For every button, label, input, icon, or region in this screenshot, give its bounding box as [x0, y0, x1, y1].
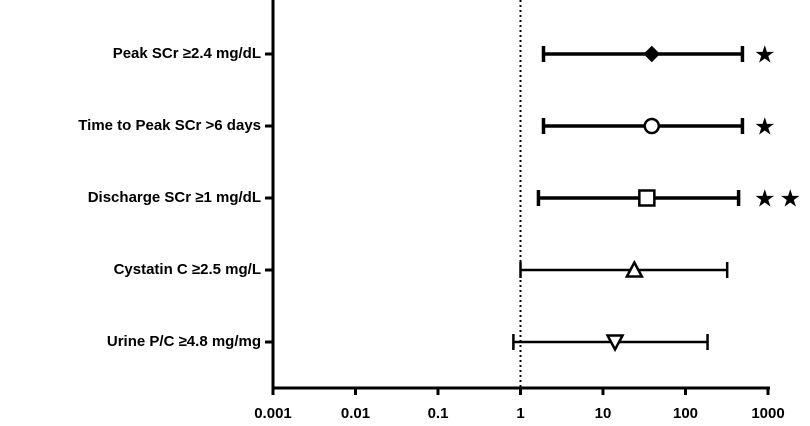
x-tick-label: 0.01: [341, 405, 370, 422]
marker: [638, 189, 656, 207]
x-tick-label: 100: [673, 405, 698, 422]
x-tick-label: 1000: [751, 405, 784, 422]
category-label: Urine P/C ≥4.8 mg/mg: [107, 333, 261, 350]
significance-stars: ★: [754, 113, 780, 140]
x-tick-label: 1: [516, 405, 524, 422]
category-label: Discharge SCr ≥1 mg/dL: [88, 189, 261, 206]
x-tick-label: 0.001: [254, 405, 292, 422]
category-label: Time to Peak SCr >6 days: [78, 117, 261, 134]
category-label: Peak SCr ≥2.4 mg/dL: [113, 45, 261, 62]
x-tick-label: 0.1: [428, 405, 449, 422]
marker: [643, 45, 661, 63]
marker: [643, 117, 661, 135]
significance-stars: ★: [754, 41, 780, 68]
category-label: Cystatin C ≥2.5 mg/L: [114, 261, 261, 278]
marker: [605, 334, 625, 353]
marker: [624, 259, 644, 278]
significance-stars: ★★: [754, 185, 805, 212]
x-tick-label: 10: [595, 405, 612, 422]
